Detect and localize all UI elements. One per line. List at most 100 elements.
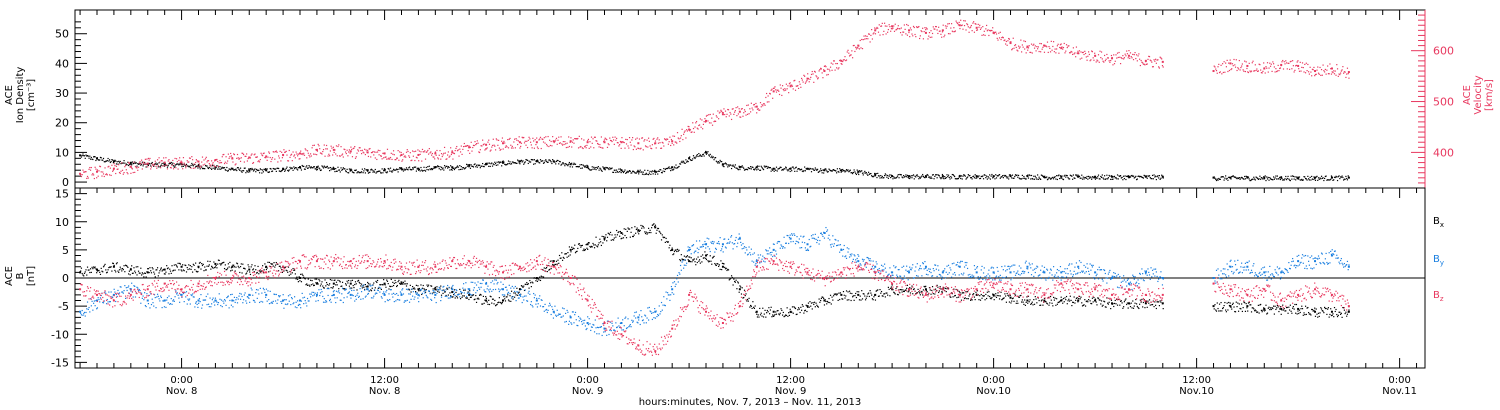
bx-series-sample: [1061, 299, 1063, 301]
bx-series-sample: [580, 245, 583, 247]
density-series-sample: [919, 177, 921, 179]
density-series-sample: [92, 158, 94, 161]
bx-series-sample: [733, 278, 735, 280]
density-series-point: [468, 164, 471, 167]
velocity-series-sample: [798, 81, 800, 83]
density-series-sample: [762, 168, 765, 171]
velocity-series-sample: [603, 140, 605, 143]
density-series-sample: [253, 169, 255, 171]
density-series-sample: [1078, 175, 1081, 177]
bx-series-sample: [160, 267, 162, 269]
density-series-sample: [1008, 174, 1011, 176]
bx-series-point: [1246, 305, 1249, 308]
velocity-series-sample: [473, 144, 475, 147]
velocity-series-sample: [738, 108, 740, 110]
density-series-sample: [302, 165, 304, 168]
density-series-sample: [94, 156, 96, 158]
velocity-series-point: [1111, 57, 1114, 60]
density-series-sample: [456, 165, 459, 167]
velocity-series-sample: [816, 76, 818, 78]
bx-series-sample: [567, 252, 569, 254]
bx-series-sample: [639, 229, 641, 232]
velocity-series-point: [315, 148, 318, 151]
density-series-sample: [501, 161, 504, 163]
bx-series-sample: [770, 306, 772, 308]
density-series-sample: [418, 169, 420, 171]
bx-series-sample: [266, 267, 268, 269]
velocity-series-sample: [1231, 63, 1234, 65]
density-series-sample: [285, 167, 287, 170]
velocity-series-sample: [1011, 48, 1014, 50]
density-series-sample: [186, 165, 188, 167]
velocity-series-sample: [402, 159, 404, 161]
velocity-series-sample: [800, 86, 802, 88]
density-series-sample: [883, 177, 885, 179]
density-series-sample: [899, 173, 901, 176]
density-series-sample: [1143, 174, 1145, 176]
velocity-series-sample: [1262, 70, 1264, 72]
velocity-series-sample: [377, 149, 379, 151]
density-series-sample: [269, 167, 271, 170]
density-series-sample: [858, 170, 861, 172]
bx-series-sample: [1161, 303, 1164, 305]
density-series-sample: [880, 177, 883, 179]
velocity-series-sample: [159, 161, 161, 163]
bx-series-sample: [490, 296, 492, 298]
density-series-sample: [1287, 175, 1289, 178]
density-series-sample: [1150, 177, 1152, 180]
bottom-left-tick-label: -15: [51, 356, 69, 369]
bx-series-sample: [622, 237, 625, 239]
bx-series-sample: [248, 266, 250, 268]
bx-series-sample: [992, 295, 995, 297]
velocity-series-sample: [186, 160, 188, 162]
velocity-series-point: [366, 151, 369, 154]
velocity-series-sample: [938, 26, 940, 28]
bx-series-sample: [852, 295, 854, 297]
density-series-sample: [774, 168, 776, 170]
velocity-series-sample: [131, 167, 133, 169]
bx-series-sample: [179, 262, 181, 264]
bx-series-point: [1297, 307, 1300, 310]
velocity-series-sample: [338, 155, 341, 157]
velocity-series-sample: [989, 30, 992, 32]
velocity-series-sample: [558, 136, 560, 138]
bx-series-sample: [431, 285, 433, 287]
velocity-series-point: [180, 161, 183, 164]
bx-series-sample: [312, 283, 314, 285]
velocity-series-sample: [1112, 64, 1114, 66]
bx-series-sample: [99, 271, 101, 273]
bx-series-sample: [174, 269, 176, 271]
velocity-series-sample: [1218, 71, 1221, 74]
bx-series-sample: [1026, 296, 1028, 298]
velocity-series-sample: [775, 89, 777, 91]
velocity-series-sample: [639, 148, 641, 150]
bx-series-sample: [204, 266, 206, 268]
velocity-series-sample: [880, 25, 882, 27]
velocity-series-sample: [113, 163, 115, 165]
velocity-series-sample: [1119, 63, 1122, 65]
bx-series-sample: [137, 270, 140, 272]
density-series-point: [941, 175, 944, 178]
density-series-sample: [976, 176, 979, 178]
bx-series-sample: [338, 280, 341, 282]
bx-series-sample: [573, 248, 575, 250]
density-series-sample: [244, 167, 246, 169]
density-series-sample: [742, 166, 744, 168]
velocity-series-sample: [1116, 52, 1119, 54]
bx-series-sample: [148, 271, 150, 274]
velocity-series-sample: [199, 166, 201, 168]
velocity-series-sample: [536, 146, 539, 148]
density-series-sample: [656, 170, 658, 173]
bx-series-sample: [450, 295, 452, 297]
density-series-sample: [985, 177, 987, 179]
bx-series-sample: [791, 311, 793, 313]
velocity-series-sample: [1060, 43, 1062, 45]
velocity-series-sample: [985, 24, 988, 27]
density-series-sample: [1226, 177, 1228, 180]
bx-series-sample: [861, 298, 864, 300]
bx-series-sample: [482, 295, 484, 297]
bx-series-sample: [440, 294, 443, 296]
bx-series-sample: [679, 260, 682, 262]
density-series-sample: [116, 161, 118, 163]
velocity-series-sample: [229, 156, 231, 158]
